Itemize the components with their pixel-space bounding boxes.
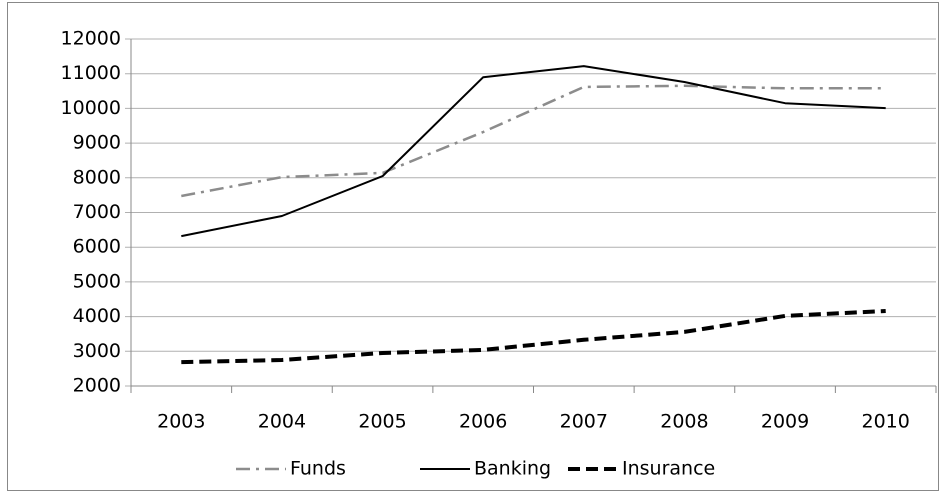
y-tick-label: 5000	[73, 270, 121, 292]
y-tick-label: 4000	[73, 305, 121, 327]
y-tick-label: 9000	[73, 132, 121, 154]
y-tick-label: 6000	[73, 236, 121, 258]
chart-frame	[7, 2, 939, 491]
series-line	[181, 65, 886, 238]
y-tick-label: 3000	[73, 340, 121, 362]
x-tick-label: 2009	[761, 411, 809, 433]
series-line	[181, 84, 886, 198]
x-tick-label: 2008	[660, 411, 708, 433]
series-line	[181, 309, 886, 365]
legend-label: Banking	[474, 458, 551, 480]
y-tick-label: 8000	[73, 166, 121, 188]
x-tick-label: 2003	[157, 411, 205, 433]
y-tick-label: 7000	[73, 201, 121, 223]
x-tick-label: 2005	[358, 411, 406, 433]
x-tick-label: 2010	[862, 411, 910, 433]
y-tick-label: 10000	[61, 97, 121, 119]
legend-label: Insurance	[622, 458, 715, 480]
y-tick-label: 2000	[73, 375, 121, 397]
y-tick-label: 11000	[61, 62, 121, 84]
x-tick-label: 2007	[560, 411, 608, 433]
x-tick-label: 2006	[459, 411, 507, 433]
x-tick-label: 2004	[258, 411, 306, 433]
legend-label: Funds	[290, 458, 346, 480]
y-tick-label: 12000	[61, 28, 121, 50]
